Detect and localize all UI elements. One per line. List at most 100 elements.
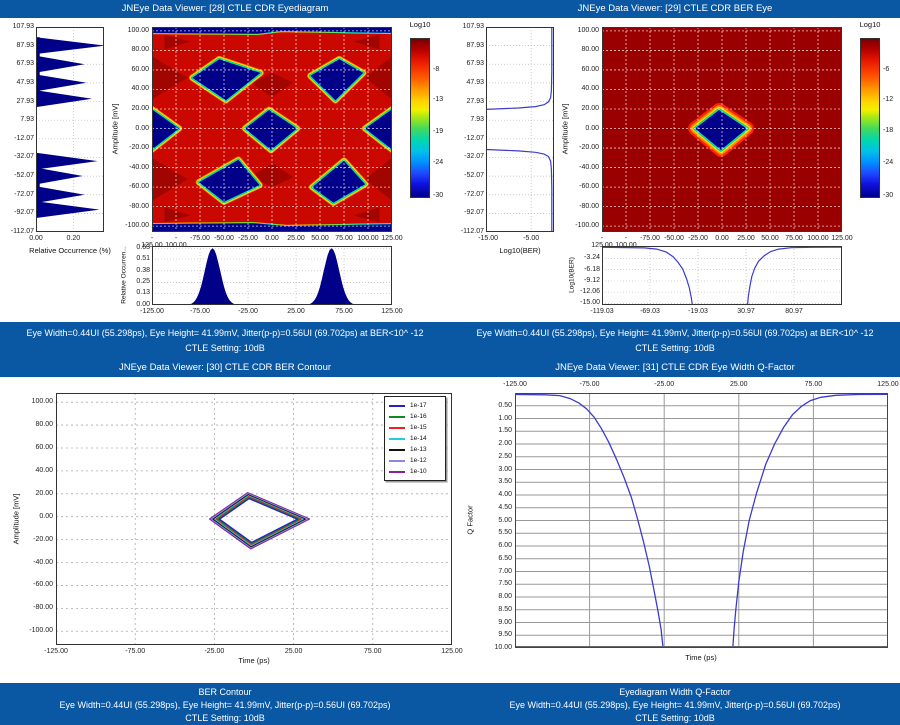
qfactor-footer-title: Eyediagram Width Q-Factor: [619, 687, 731, 697]
legend-line-swatch: [389, 459, 405, 462]
tick-label: 100.00: [577, 26, 599, 34]
tick-label: -50.00: [214, 235, 234, 242]
time-histogram-frame: [152, 246, 392, 305]
tick-label: -112.07: [10, 228, 34, 235]
tick-label: -6.18: [584, 265, 600, 273]
tick-label: 5.50: [498, 529, 512, 537]
tick-label: 125.00: [381, 308, 403, 315]
tick-label: -75.00: [640, 235, 660, 242]
tick-label: -25.00: [654, 381, 675, 388]
tick-label: 8.00: [498, 593, 512, 600]
colorbar-tick-label: -12: [883, 96, 894, 104]
tick-label: -119.03: [590, 308, 614, 315]
legend-label: 1e-15: [410, 424, 427, 431]
tick-label: 27.93: [466, 97, 484, 105]
legend-item: 1e-12: [389, 456, 441, 465]
window-title-ber-contour[interactable]: JNEye Data Viewer: [30] CTLE CDR BER Con…: [0, 359, 450, 377]
tick-label: 87.93: [466, 41, 484, 49]
tick-label: -100.00: [615, 235, 637, 249]
contour-xlabel: Time (ps): [238, 656, 270, 665]
window-title-qfactor[interactable]: JNEye Data Viewer: [31] CTLE CDR Eye Wid…: [450, 359, 900, 377]
tick-label: -80.00: [579, 202, 599, 210]
tick-label: 0.00: [136, 301, 150, 308]
tick-label: 4.00: [498, 491, 512, 498]
legend-line-swatch: [389, 448, 405, 451]
tick-label: 75.00: [785, 235, 803, 242]
tick-label: -12.07: [464, 134, 484, 142]
tick-label: -12.06: [580, 288, 600, 296]
tick-label: 60.00: [131, 65, 149, 73]
legend-label: 1e-12: [410, 457, 427, 464]
tick-label: -12.07: [14, 134, 34, 142]
tick-label: -25.00: [238, 308, 258, 315]
tick-label: -125.00: [141, 235, 163, 249]
tick-label: -9.12: [584, 276, 600, 284]
colorbar-tick-label: -24: [883, 158, 894, 166]
ber-contour-footer-ctle: CTLE Setting: 10dB: [185, 713, 265, 723]
colorbar-tick-label: -18: [883, 126, 894, 134]
colorbar: [410, 38, 430, 198]
tick-label: 5.00: [498, 516, 512, 524]
tick-label: 25.00: [730, 381, 748, 388]
eyediagram-left-hist-xlabel: Relative Occurrence (%): [29, 246, 111, 255]
tick-label: 107.93: [462, 23, 484, 30]
legend-label: 1e-17: [410, 402, 427, 409]
tick-label: 1.50: [498, 427, 512, 435]
vertical-bathtub-canvas: [486, 27, 554, 232]
tick-label: 40.00: [35, 466, 53, 474]
heatmap-frame: [602, 27, 842, 232]
legend-item: 1e-13: [389, 445, 441, 454]
tick-label: 80.00: [581, 46, 599, 54]
window-title-eyediagram[interactable]: JNEye Data Viewer: [28] CTLE CDR Eyediag…: [0, 0, 450, 18]
tick-label: -112.07: [460, 228, 484, 235]
legend-label: 1e-13: [410, 446, 427, 453]
tick-label: -75.00: [190, 235, 210, 242]
tick-label: -15.00: [478, 235, 499, 242]
tick-label: -32.07: [14, 153, 34, 161]
tick-label: 0.00: [715, 235, 729, 242]
tick-label: -5.00: [523, 235, 540, 242]
tick-label: 87.93: [16, 41, 34, 49]
qfactor-frame: [515, 393, 888, 648]
tick-label: -80.00: [33, 604, 53, 612]
legend-line-swatch: [389, 415, 405, 418]
window-title-ber-eye[interactable]: JNEye Data Viewer: [29] CTLE CDR BER Eye: [450, 0, 900, 18]
qfactor-canvas: [515, 393, 888, 648]
tick-label: 67.93: [466, 60, 484, 68]
ber-eye-status-line2: CTLE Setting: 10dB: [635, 343, 715, 353]
tick-label: 60.00: [35, 443, 53, 451]
horizontal-bathtub-canvas: [602, 246, 842, 305]
tick-label: 7.93: [470, 116, 484, 124]
tick-label: 0.00: [585, 124, 599, 132]
eyediagram-status-line2: CTLE Setting: 10dB: [185, 343, 265, 353]
legend-label: 1e-16: [410, 413, 427, 420]
tick-label: -72.07: [14, 190, 34, 198]
tick-label: 7.00: [498, 567, 512, 575]
tick-label: 8.50: [498, 605, 512, 613]
tick-label: 3.50: [498, 478, 512, 486]
ber-eye-colorbar-title: Log10: [859, 20, 881, 29]
tick-label: 6.00: [498, 542, 512, 549]
legend-item: 1e-17: [389, 401, 441, 410]
legend-item: 1e-15: [389, 423, 441, 432]
tick-label: 4.50: [498, 503, 512, 511]
tick-label: 6.50: [498, 554, 512, 562]
tick-label: -75.00: [190, 308, 210, 315]
tick-label: 100.00: [31, 398, 53, 406]
tick-label: 125.00: [877, 381, 899, 388]
tick-label: 25.00: [287, 308, 305, 315]
tick-label: 67.93: [16, 60, 34, 68]
eyediagram-status-line1: Eye Width=0.44UI (55.298ps), Eye Height=…: [26, 328, 424, 338]
tick-label: 0.63: [136, 244, 150, 252]
horizontal-bathtub-frame: [602, 246, 842, 305]
tick-label: -25.00: [688, 235, 708, 242]
tick-label: 0.00: [135, 124, 149, 132]
tick-label: 0.00: [39, 512, 53, 520]
heatmap-frame: [152, 27, 392, 232]
colorbar-tick-label: -8: [433, 66, 440, 73]
colorbar-tick-label: -6: [883, 66, 890, 73]
tick-label: -32.07: [464, 153, 484, 161]
heatmap-canvas: [152, 27, 392, 232]
tick-label: 2.50: [498, 452, 512, 460]
